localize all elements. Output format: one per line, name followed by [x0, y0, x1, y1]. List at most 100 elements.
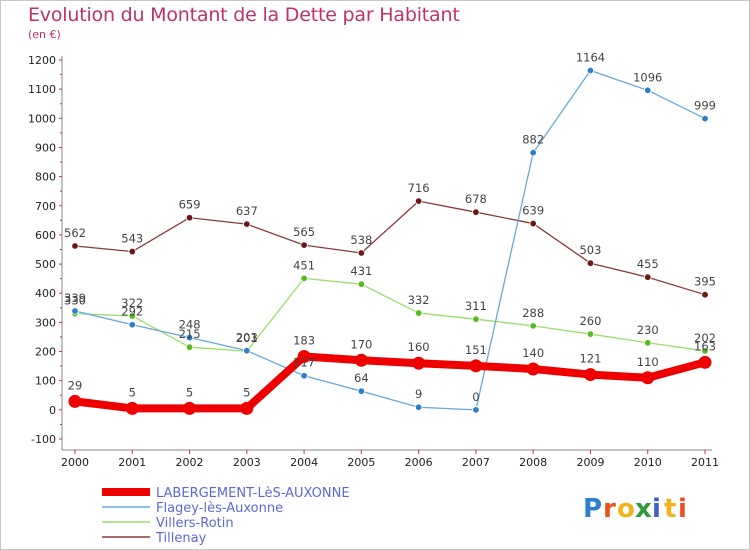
- data-label-villers-rotin: 332: [408, 293, 430, 307]
- data-label-labergement-l-s-auxonne: 29: [68, 378, 83, 392]
- data-point-labergement-l-s-auxonne: [641, 371, 655, 385]
- data-label-tillenay: 543: [121, 232, 143, 246]
- y-tick-label: 800: [35, 171, 56, 184]
- data-label-flagey-l-s-auxonne: 117: [293, 356, 315, 370]
- data-point-flagey-l-s-auxonne: [529, 149, 537, 157]
- data-label-villers-rotin: 202: [694, 331, 716, 345]
- data-label-tillenay: 565: [293, 225, 315, 239]
- data-point-labergement-l-s-auxonne: [297, 349, 311, 363]
- data-point-tillenay: [701, 290, 709, 299]
- data-point-labergement-l-s-auxonne: [698, 355, 712, 369]
- x-tick-label: 2001: [118, 456, 146, 469]
- y-tick-label: 200: [35, 346, 56, 359]
- data-label-villers-rotin: 322: [121, 296, 143, 310]
- data-label-tillenay: 562: [64, 226, 86, 240]
- data-point-flagey-l-s-auxonne: [586, 66, 595, 75]
- data-label-tillenay: 455: [637, 257, 659, 271]
- data-point-tillenay: [472, 208, 480, 216]
- x-tick-label: 2009: [576, 456, 604, 469]
- data-label-labergement-l-s-auxonne: 5: [129, 385, 136, 399]
- data-label-tillenay: 637: [236, 204, 258, 218]
- y-tick-label: 100: [35, 375, 56, 388]
- data-point-tillenay: [300, 241, 308, 249]
- x-tick-label: 2011: [691, 456, 719, 469]
- data-point-villers-rotin: [586, 330, 595, 338]
- data-label-labergement-l-s-auxonne: 163: [694, 339, 716, 353]
- chart-title: Evolution du Montant de la Dette par Hab…: [28, 4, 460, 26]
- data-label-flagey-l-s-auxonne: 0: [472, 390, 479, 404]
- data-label-flagey-l-s-auxonne: 203: [236, 331, 258, 345]
- data-point-tillenay: [529, 219, 537, 228]
- y-tick-label: 900: [35, 141, 56, 154]
- data-point-tillenay: [644, 273, 652, 281]
- data-label-villers-rotin: 260: [579, 314, 601, 328]
- data-point-flagey-l-s-auxonne: [644, 86, 652, 95]
- data-point-flagey-l-s-auxonne: [185, 333, 194, 342]
- data-point-villers-rotin: [414, 309, 423, 317]
- data-label-flagey-l-s-auxonne: 248: [179, 318, 201, 332]
- data-point-labergement-l-s-auxonne: [526, 362, 540, 376]
- data-point-flagey-l-s-auxonne: [472, 406, 480, 414]
- logo-letter: r: [603, 494, 616, 524]
- y-tick-label: 1100: [28, 83, 56, 96]
- x-tick-label: 2003: [233, 456, 261, 469]
- data-label-labergement-l-s-auxonne: 151: [465, 343, 487, 357]
- data-label-tillenay: 678: [465, 192, 487, 206]
- y-tick-label: 300: [35, 316, 56, 329]
- data-point-tillenay: [357, 249, 366, 257]
- data-label-villers-rotin: 330: [64, 294, 86, 308]
- data-point-labergement-l-s-auxonne: [469, 359, 483, 373]
- y-tick-label: 700: [35, 200, 56, 213]
- data-point-villers-rotin: [357, 280, 366, 288]
- series-line-flagey-l-s-auxonne: [74, 69, 706, 411]
- x-tick-label: 2008: [519, 456, 547, 469]
- data-label-villers-rotin: 201: [236, 331, 258, 345]
- logo-letter: t: [664, 494, 676, 524]
- data-label-labergement-l-s-auxonne: 170: [350, 337, 372, 351]
- data-label-tillenay: 639: [522, 204, 544, 218]
- data-label-villers-rotin: 288: [522, 306, 544, 320]
- data-point-tillenay: [185, 214, 194, 222]
- data-label-tillenay: 395: [694, 275, 716, 289]
- data-point-labergement-l-s-auxonne: [354, 353, 368, 367]
- data-point-flagey-l-s-auxonne: [128, 321, 136, 329]
- data-label-tillenay: 538: [350, 233, 372, 247]
- logo-letter: o: [617, 494, 635, 524]
- legend: LABERGEMENT-LèS-AUXONNEFlagey-lès-Auxonn…: [102, 486, 350, 546]
- data-point-flagey-l-s-auxonne: [701, 114, 709, 123]
- x-tick-label: 2010: [634, 456, 662, 469]
- data-label-villers-rotin: 311: [465, 299, 487, 313]
- data-label-villers-rotin: 230: [637, 323, 659, 337]
- data-point-labergement-l-s-auxonne: [183, 401, 197, 415]
- data-point-villers-rotin: [300, 274, 308, 283]
- data-label-flagey-l-s-auxonne: 9: [415, 387, 422, 401]
- data-label-labergement-l-s-auxonne: 183: [293, 333, 315, 347]
- series-line-labergement-l-s-auxonne: [71, 352, 709, 413]
- data-label-flagey-l-s-auxonne: 292: [121, 305, 143, 319]
- x-tick-label: 2000: [61, 456, 89, 469]
- data-point-flagey-l-s-auxonne: [300, 372, 308, 380]
- logo-letter: x: [635, 494, 652, 524]
- data-label-tillenay: 716: [408, 181, 430, 195]
- data-label-flagey-l-s-auxonne: 339: [64, 291, 86, 305]
- x-tick-label: 2007: [462, 456, 490, 469]
- data-label-labergement-l-s-auxonne: 110: [637, 355, 659, 369]
- data-point-labergement-l-s-auxonne: [412, 356, 426, 370]
- data-label-flagey-l-s-auxonne: 999: [694, 99, 716, 113]
- data-label-villers-rotin: 215: [179, 327, 201, 341]
- legend-label: Villers-Rotin: [156, 516, 234, 531]
- data-point-tillenay: [128, 247, 136, 256]
- data-point-villers-rotin: [128, 312, 136, 320]
- data-label-labergement-l-s-auxonne: 140: [522, 346, 544, 360]
- data-label-labergement-l-s-auxonne: 121: [579, 352, 601, 366]
- x-tick-label: 2005: [347, 456, 375, 469]
- data-point-tillenay: [414, 197, 423, 205]
- data-label-labergement-l-s-auxonne: 5: [186, 385, 193, 399]
- data-point-labergement-l-s-auxonne: [68, 394, 82, 408]
- data-point-tillenay: [586, 259, 595, 267]
- data-label-flagey-l-s-auxonne: 1096: [633, 70, 662, 84]
- data-label-villers-rotin: 431: [350, 264, 372, 278]
